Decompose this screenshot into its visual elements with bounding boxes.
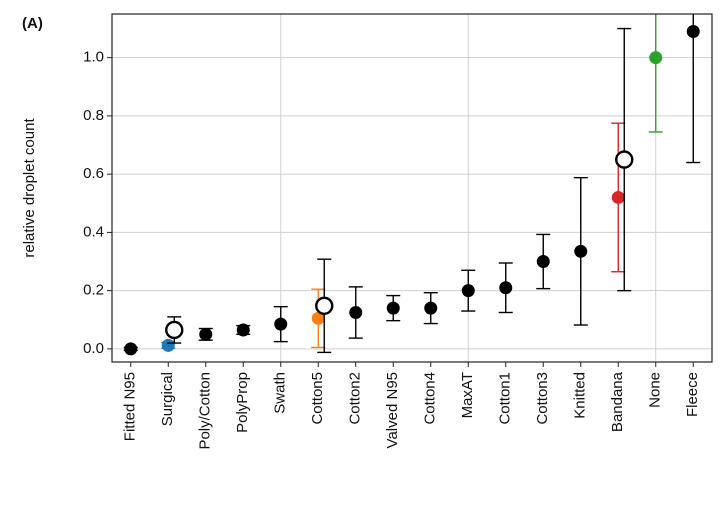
panel-label: (A) <box>22 15 43 32</box>
y-tick-label: 0.2 <box>83 282 104 299</box>
x-tick-label: PolyProp <box>234 372 251 433</box>
y-tick-label: 0.8 <box>83 107 104 124</box>
marker <box>386 301 400 315</box>
x-tick-label: Cotton2 <box>347 372 364 425</box>
y-tick-label: 0.6 <box>83 165 104 182</box>
marker <box>461 284 475 298</box>
marker <box>349 305 363 319</box>
x-tick-label: None <box>647 372 664 408</box>
y-tick-label: 0.0 <box>83 340 104 357</box>
y-tick-label: 0.4 <box>83 223 104 240</box>
plot-area <box>123 14 701 356</box>
marker <box>311 311 325 325</box>
x-tick-label: Cotton3 <box>534 372 551 425</box>
marker <box>274 317 288 331</box>
error-bar <box>686 14 701 164</box>
x-tick-label: Fleece <box>684 372 701 417</box>
marker <box>161 338 175 352</box>
error-bar <box>648 14 663 133</box>
x-tick-label: Poly/Cotton <box>197 372 214 450</box>
x-tick-label: Cotton5 <box>309 372 326 425</box>
marker <box>649 51 663 65</box>
marker <box>424 301 438 315</box>
marker <box>199 327 213 341</box>
marker <box>499 281 513 295</box>
marker <box>686 24 700 38</box>
open-marker <box>165 320 184 340</box>
grid <box>112 14 712 362</box>
x-tick-label: Cotton4 <box>422 372 439 425</box>
marker <box>536 255 550 269</box>
x-tick-label: Swath <box>272 372 289 414</box>
marker <box>574 244 588 258</box>
x-tick-label: Bandana <box>609 371 626 432</box>
x-tick-label: Fitted N95 <box>122 372 139 441</box>
open-marker <box>615 150 634 169</box>
x-tick-label: MaxAT <box>459 372 476 418</box>
x-tick-label: Surgical <box>159 372 176 426</box>
marker <box>124 342 138 356</box>
x-tick-label: Valved N95 <box>384 372 401 448</box>
y-axis-label: relative droplet count <box>21 118 38 258</box>
open-marker <box>315 296 334 315</box>
x-tick-label: Cotton1 <box>497 372 514 425</box>
x-tick-label: Knitted <box>572 372 589 419</box>
marker <box>236 323 250 337</box>
y-tick-label: 1.0 <box>83 49 104 66</box>
axes-frame <box>111 13 713 363</box>
marker <box>611 190 625 204</box>
